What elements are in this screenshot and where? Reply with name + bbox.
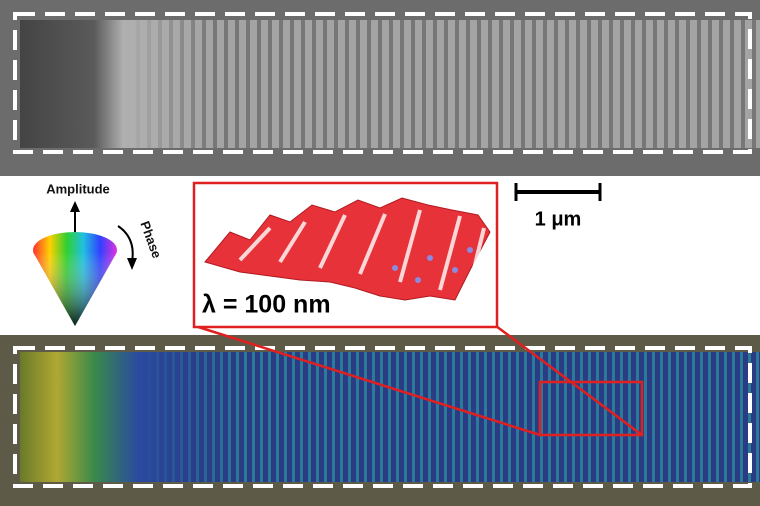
scale-bar: 1 μm xyxy=(514,183,602,230)
amplitude-label: Amplitude xyxy=(46,181,110,196)
scale-bar-label: 1 μm xyxy=(535,208,582,230)
phase-image xyxy=(0,335,760,506)
wavelength-label: λ = 100 nm xyxy=(202,291,331,319)
amplitude-image xyxy=(0,0,760,176)
surface-inset: λ = 100 nm xyxy=(192,181,643,437)
phase-legend: Amplitude Phase xyxy=(33,181,165,326)
phase-label: Phase xyxy=(137,219,164,260)
